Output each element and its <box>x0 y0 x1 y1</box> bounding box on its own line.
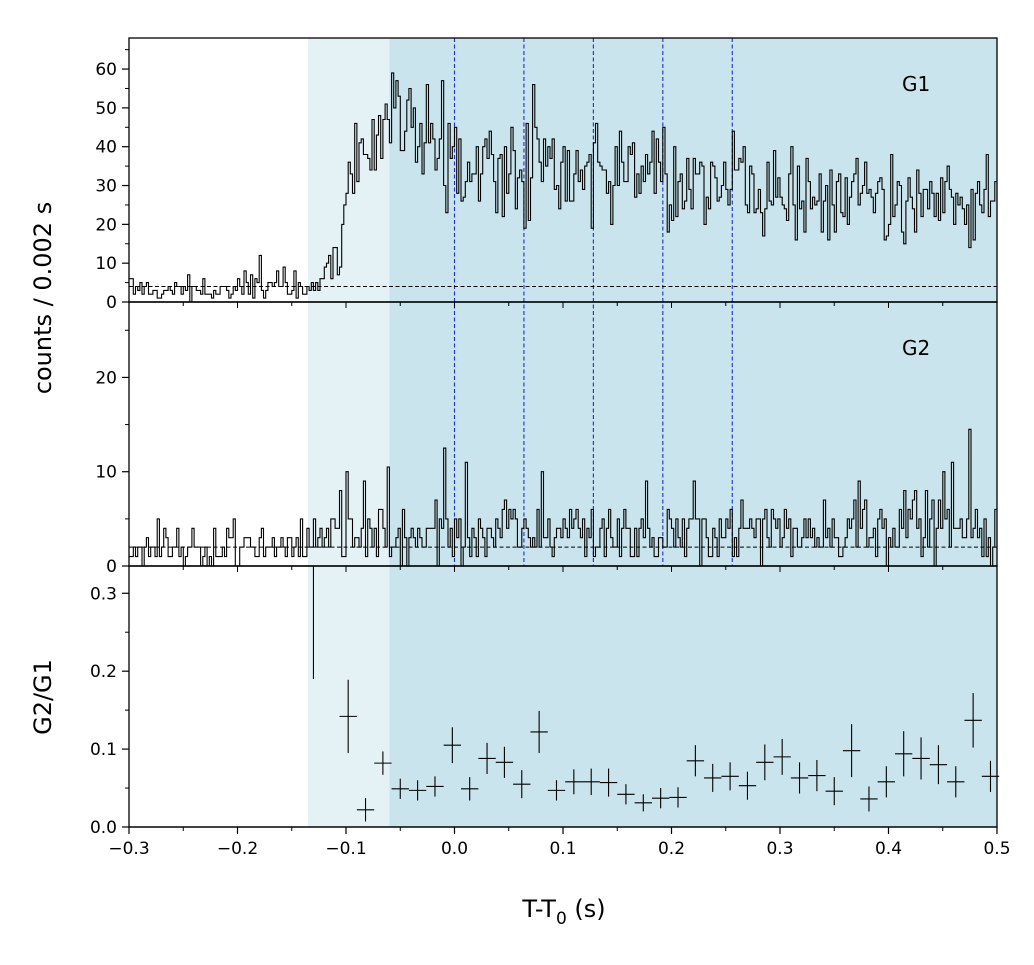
ratio-point-25 <box>756 744 774 781</box>
y-tick-label-0-1: 10 <box>95 254 117 274</box>
ratio-point-17 <box>617 784 635 805</box>
x-tick-label-6: 0.3 <box>766 839 793 859</box>
ratio-point-15 <box>582 768 600 796</box>
shaded-interval-1 <box>389 38 997 827</box>
ratio-point-35 <box>929 745 948 785</box>
ratio-point-26 <box>773 738 791 775</box>
x-tick-label-0: −0.3 <box>108 839 149 859</box>
ratio-point-21 <box>686 745 705 777</box>
y-axis-title-ratio: G2/G1 <box>29 659 57 735</box>
ratio-point-7 <box>443 727 462 764</box>
ratio-point-38 <box>981 760 1000 792</box>
x-tick-label-4: 0.1 <box>549 839 576 859</box>
x-tick-label-2: −0.1 <box>325 839 366 859</box>
axes-layer: 0 10 20 30 40 50 60 0 10 20 0.0 0.1 0.2 0.3 −0.3 −0.2 −0… <box>90 37 1011 859</box>
ratio-point-2 <box>356 798 375 822</box>
ratio-point-10 <box>495 746 514 778</box>
x-axis-title-subscript: 0 <box>556 909 567 929</box>
ratio-point-27 <box>790 762 809 794</box>
y-tick-label-2-2: 0.2 <box>90 662 117 682</box>
y-axis-title-counts: counts / 0.002 s <box>29 202 57 394</box>
y-tick-label-1-1: 10 <box>95 463 117 483</box>
y-tick-label-2-3: 0.3 <box>90 584 117 604</box>
ratio-point-24 <box>738 771 757 800</box>
panel-label-g2: G2 <box>902 336 930 360</box>
x-axis-title-unit: (s) <box>567 895 606 923</box>
ratio-point-23 <box>721 762 739 791</box>
ratio-point-12 <box>530 710 548 753</box>
ratio-point-36 <box>947 766 965 798</box>
ratio-point-28 <box>808 759 826 792</box>
ratio-point-3 <box>374 751 392 775</box>
ratio-point-34 <box>912 737 930 780</box>
ratio-point-19 <box>651 788 670 809</box>
ratio-point-1 <box>339 679 357 753</box>
ratio-point-13 <box>547 780 566 801</box>
ratio-point-5 <box>408 780 427 801</box>
y-tick-label-0-4: 40 <box>95 138 117 158</box>
ratio-point-8 <box>461 777 479 801</box>
panel-label-g1: G1 <box>902 72 930 96</box>
ratio-point-9 <box>478 742 496 775</box>
y-tick-label-2-0: 0.0 <box>90 818 117 838</box>
lightcurve-g2 <box>129 428 997 567</box>
data-layer <box>129 72 1000 822</box>
ratio-point-14 <box>565 769 583 795</box>
ratio-point-31 <box>860 786 878 812</box>
x-tick-label-7: 0.4 <box>875 839 902 859</box>
ratio-point-32 <box>877 766 896 798</box>
ratio-point-16 <box>599 768 618 797</box>
x-tick-label-3: 0.0 <box>441 839 468 859</box>
y-tick-label-2-1: 0.1 <box>90 740 117 760</box>
ratio-point-4 <box>391 778 409 799</box>
ratio-point-6 <box>426 776 444 797</box>
y-tick-label-0-3: 30 <box>95 177 117 197</box>
ratio-point-20 <box>669 787 687 808</box>
x-axis-title: T-T0 (s) <box>521 895 605 929</box>
y-tick-label-0-6: 60 <box>95 60 117 80</box>
y-tick-label-1-0: 0 <box>106 557 117 577</box>
y-tick-label-0-0: 0 <box>106 293 117 313</box>
x-tick-label-8: 0.5 <box>983 839 1010 859</box>
ratio-point-22 <box>704 763 722 792</box>
ratio-point-30 <box>842 724 861 778</box>
x-axis-title-main: T-T <box>521 895 556 923</box>
ratio-point-29 <box>825 777 843 806</box>
y-tick-label-0-2: 20 <box>95 215 117 235</box>
ratio-point-18 <box>634 794 652 812</box>
ratio-point-37 <box>964 692 982 748</box>
y-tick-label-1-2: 20 <box>95 368 117 388</box>
ratio-point-11 <box>513 770 531 799</box>
x-tick-label-5: 0.2 <box>658 839 685 859</box>
x-tick-label-1: −0.2 <box>217 839 258 859</box>
lightcurve-g1 <box>129 72 997 303</box>
ratio-point-33 <box>895 731 913 777</box>
y-tick-label-0-5: 50 <box>95 99 117 119</box>
